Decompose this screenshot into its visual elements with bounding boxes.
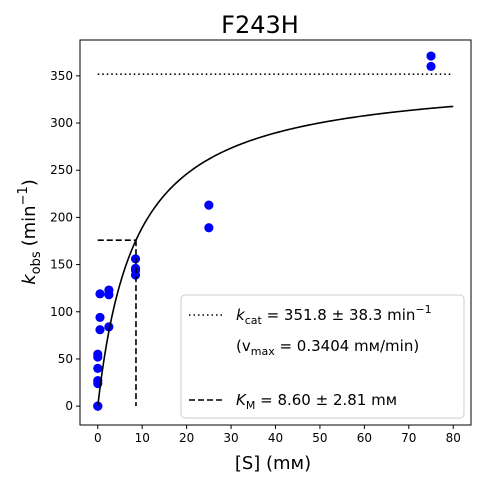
legend-kcat-sup: −1: [415, 303, 431, 316]
y-tick-label: 100: [50, 305, 73, 319]
legend-kcat-label: kcat = 351.8 ± 38.3 min−1: [236, 303, 432, 327]
data-point: [426, 51, 436, 61]
y-axis-ticks: 0 50 100 150 200 250 300 350: [50, 69, 80, 413]
data-point: [93, 349, 103, 359]
y-axis-label-sup: −1: [16, 186, 31, 205]
x-tick-label: 10: [135, 431, 150, 445]
x-tick-label: 70: [401, 431, 416, 445]
legend-vmax-text: = 0.3404 mм/min): [275, 337, 419, 355]
data-point: [104, 322, 114, 332]
x-tick-label: 40: [268, 431, 283, 445]
y-tick-label: 200: [50, 210, 73, 224]
y-tick-label: 300: [50, 116, 73, 130]
y-tick-label: 50: [58, 352, 73, 366]
legend-box: [180, 294, 465, 419]
y-axis-label: kobs (min−1): [16, 179, 44, 285]
data-point: [426, 61, 436, 72]
legend-km-text: = 8.60 ± 2.81 mм: [255, 391, 397, 409]
x-tick-label: 60: [357, 431, 372, 445]
y-axis-label-unit: (min: [19, 205, 40, 246]
y-axis-label-sub: obs: [29, 251, 44, 274]
legend-kcat-sym: k: [236, 306, 246, 324]
legend-kcat-sub: cat: [245, 314, 263, 327]
data-point: [95, 289, 105, 299]
legend-vmax-open: (v: [236, 337, 251, 355]
data-point: [204, 223, 214, 233]
data-point: [204, 200, 214, 210]
x-axis-label: [S] (mм): [235, 453, 311, 474]
x-axis-ticks: 0 10 20 30 40 50 60 70 80: [94, 425, 461, 445]
legend-vmax-label: (vmax = 0.3404 mм/min): [236, 337, 419, 358]
x-tick-label: 50: [312, 431, 327, 445]
data-point: [95, 312, 105, 323]
y-axis-label-k: k: [19, 273, 40, 285]
legend-vmax-sub: max: [251, 345, 275, 358]
legend: kcat = 351.8 ± 38.3 min−1 (vmax = 0.3404…: [180, 294, 465, 419]
y-tick-label: 350: [50, 69, 73, 83]
x-tick-label: 0: [94, 431, 102, 445]
legend-km-label: KM = 8.60 ± 2.81 mм: [236, 391, 397, 412]
y-tick-label: 250: [50, 163, 73, 177]
data-point: [93, 363, 103, 373]
y-axis-label-close: ): [19, 179, 40, 186]
chart-title: F243H: [221, 11, 299, 39]
y-tick-label: 0: [65, 399, 73, 413]
data-point: [104, 285, 114, 295]
plot-area: [93, 51, 454, 411]
x-tick-label: 20: [179, 431, 194, 445]
legend-kcat-text: = 351.8 ± 38.3 min: [262, 306, 416, 324]
x-tick-label: 80: [446, 431, 461, 445]
fit-curve: [96, 105, 454, 407]
legend-km-sym: K: [236, 391, 247, 409]
y-tick-label: 150: [50, 258, 73, 272]
legend-km-sub: M: [246, 399, 256, 412]
x-tick-label: 30: [223, 431, 238, 445]
data-point: [95, 325, 105, 335]
